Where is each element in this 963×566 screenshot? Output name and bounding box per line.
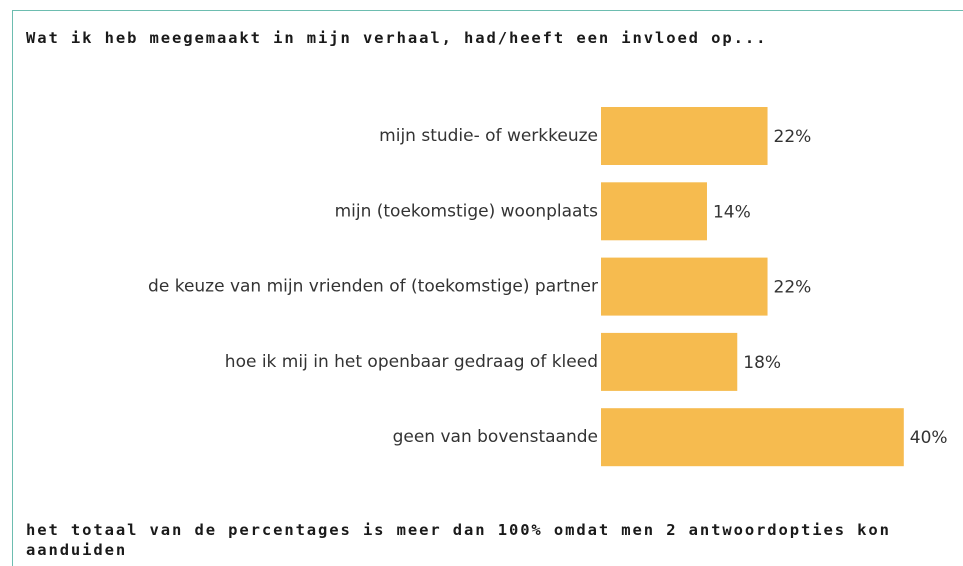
value-label: 22% <box>774 127 812 147</box>
bar <box>601 332 738 391</box>
bar <box>601 107 768 165</box>
category-label: de keuze van mijn vrienden of (toekomsti… <box>148 277 598 297</box>
frame <box>12 10 963 566</box>
value-label: 22% <box>774 278 812 298</box>
value-label: 40% <box>910 428 948 448</box>
value-label: 14% <box>713 202 751 222</box>
bar <box>601 408 904 467</box>
chart-title: Wat ik heb meegemaakt in mijn verhaal, h… <box>26 29 768 47</box>
bar <box>601 257 768 316</box>
footnote: het totaal van de percentages is meer da… <box>26 521 891 559</box>
category-label: mijn (toekomstige) woonplaats <box>335 201 599 221</box>
value-label: 18% <box>743 353 781 373</box>
bar <box>601 182 707 241</box>
category-label: mijn studie- of werkkeuze <box>379 126 598 146</box>
category-label: hoe ik mij in het openbaar gedraag of kl… <box>225 352 598 372</box>
category-label: geen van bovenstaande <box>393 427 598 447</box>
